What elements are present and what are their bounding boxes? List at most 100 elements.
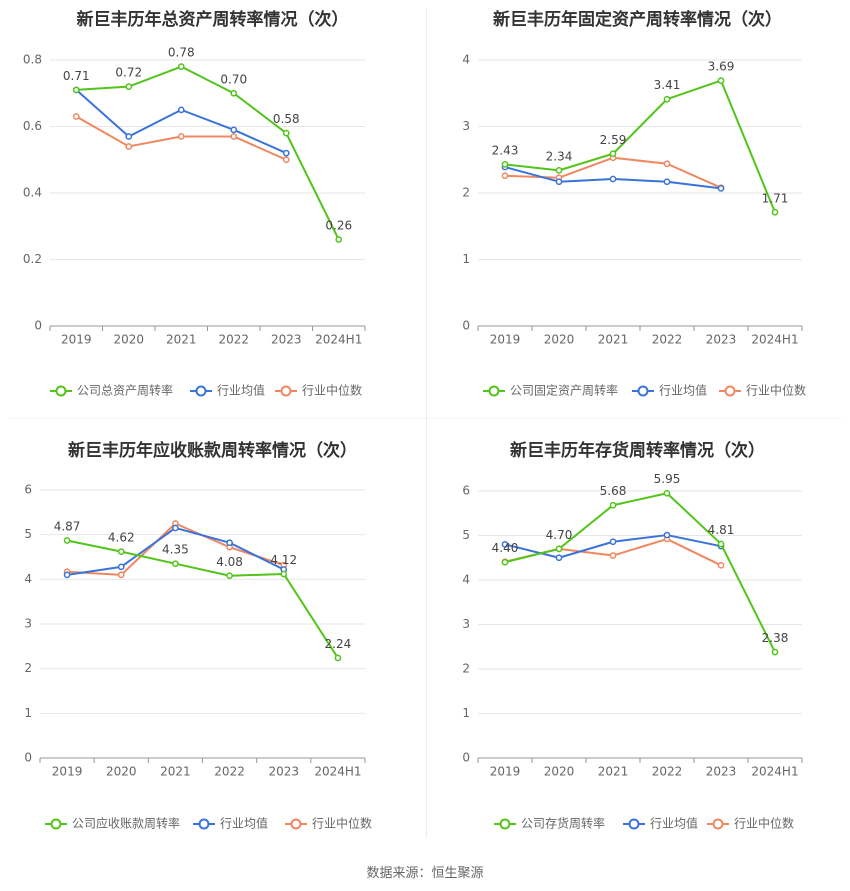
company-series-line xyxy=(504,492,776,653)
x-tick-label: 2023 xyxy=(268,765,299,779)
legend-marker xyxy=(628,818,640,830)
data-label: 2.34 xyxy=(546,149,573,163)
data-label: 4.62 xyxy=(108,531,135,545)
legend-item-company: 公司应收账款周转率 xyxy=(45,816,180,831)
y-tick-label: 5 xyxy=(24,527,32,541)
x-tick-label: 2019 xyxy=(490,765,521,779)
data-label: 2.38 xyxy=(762,631,789,645)
median-series-line xyxy=(504,156,722,189)
data-label: 3.69 xyxy=(708,60,735,74)
avg-data-point xyxy=(125,133,133,140)
avg-data-point xyxy=(177,106,185,114)
y-tick-label: 3 xyxy=(462,617,470,631)
x-tick-label: 2019 xyxy=(490,333,521,347)
legend-label: 公司应收账款周转率 xyxy=(72,816,180,831)
legend-label: 行业均值 xyxy=(650,816,698,831)
data-label: 3.41 xyxy=(654,78,681,92)
data-label: 4.87 xyxy=(54,519,81,533)
company-data-point xyxy=(280,570,288,578)
x-tick-label: 2024H1 xyxy=(751,765,798,779)
y-tick-label: 3 xyxy=(24,617,32,631)
data-label: 1.71 xyxy=(762,191,789,205)
legend-label: 行业中位数 xyxy=(312,816,372,831)
company-data-point xyxy=(771,648,779,656)
legend-label: 行业均值 xyxy=(220,816,268,831)
legend-marker xyxy=(488,385,500,397)
y-tick-label: 4 xyxy=(462,573,470,587)
median-data-point xyxy=(501,172,509,180)
data-label: 5.95 xyxy=(654,472,681,486)
company-data-point xyxy=(230,89,238,97)
x-tick-label: 2024H1 xyxy=(314,765,361,779)
x-tick-label: 2020 xyxy=(113,333,144,347)
x-tick-label: 2021 xyxy=(598,765,629,779)
legend-label: 公司存货周转率 xyxy=(521,816,605,831)
legend-item-median: 行业中位数 xyxy=(719,383,806,398)
inventory-turnover-chart: 新巨丰历年存货周转率情况（次） 0 1 2 3 4 5 6 2019 2020 2021 2022 20… xyxy=(462,440,803,831)
x-tick-label: 2022 xyxy=(214,765,245,779)
company-data-point xyxy=(72,86,80,94)
y-tick-label: 1 xyxy=(462,706,470,720)
legend-item-company: 公司固定资产周转率 xyxy=(483,383,618,398)
legend-item-avg: 行业均值 xyxy=(193,816,268,831)
chart-title: 新巨丰历年总资产周转率情况（次） xyxy=(77,9,349,30)
legend-label: 行业中位数 xyxy=(746,383,806,398)
legend-item-median: 行业中位数 xyxy=(275,383,362,398)
legend-marker xyxy=(280,385,292,397)
chart-title: 新巨丰历年固定资产周转率情况（次） xyxy=(493,9,782,30)
y-tick-label: 2 xyxy=(462,662,470,676)
quadrant-divider-vertical xyxy=(426,8,427,838)
avg-data-point xyxy=(172,524,179,532)
avg-data-point xyxy=(282,149,290,157)
y-tick-label: 2 xyxy=(462,186,470,200)
company-data-point xyxy=(117,548,125,555)
data-label: 2.59 xyxy=(600,133,627,147)
y-tick-label: 0 xyxy=(34,319,42,333)
data-label: 4.70 xyxy=(546,528,573,542)
data-label: 4.35 xyxy=(162,543,189,557)
y-tick-label: 3 xyxy=(462,119,470,133)
data-source-note: 数据来源：恒生聚源 xyxy=(366,866,484,881)
y-tick-label: 1 xyxy=(462,252,470,266)
company-data-point xyxy=(335,236,343,243)
data-label: 0.71 xyxy=(63,69,90,83)
company-data-point xyxy=(771,208,779,216)
legend-label: 公司总资产周转率 xyxy=(77,383,173,398)
company-series-line xyxy=(76,65,340,240)
company-data-point xyxy=(501,558,509,566)
company-data-point xyxy=(663,489,671,497)
x-tick-label: 2023 xyxy=(706,333,737,347)
avg-series-line xyxy=(75,89,287,155)
quadrant-divider-horizontal xyxy=(8,418,842,419)
company-data-point xyxy=(663,95,671,103)
company-series-line xyxy=(504,79,776,213)
company-data-point xyxy=(555,545,563,553)
legend-marker xyxy=(198,818,210,830)
legend-item-median: 行业中位数 xyxy=(707,816,794,831)
legend-label: 行业中位数 xyxy=(302,383,362,398)
x-tick-label: 2023 xyxy=(706,765,737,779)
chart-title: 新巨丰历年存货周转率情况（次） xyxy=(510,440,765,461)
legend-marker xyxy=(55,385,67,397)
data-label: 0.72 xyxy=(115,66,142,80)
company-data-point xyxy=(334,654,342,662)
legend-item-company: 公司存货周转率 xyxy=(494,816,605,831)
x-tick-label: 2020 xyxy=(544,765,575,779)
y-tick-label: 0.2 xyxy=(23,252,42,266)
data-label: 4.40 xyxy=(492,541,519,555)
company-data-point xyxy=(609,150,617,158)
x-tick-label: 2021 xyxy=(166,333,197,347)
company-data-point xyxy=(125,83,133,90)
y-tick-label: 0 xyxy=(24,751,32,765)
legend-item-company: 公司总资产周转率 xyxy=(50,383,173,398)
y-tick-label: 4 xyxy=(462,53,470,67)
y-tick-label: 0.8 xyxy=(23,53,42,67)
company-data-point xyxy=(717,540,725,548)
x-tick-label: 2019 xyxy=(61,333,92,347)
legend-label: 行业均值 xyxy=(217,383,265,398)
x-tick-label: 2021 xyxy=(160,765,191,779)
legend-item-avg: 行业均值 xyxy=(190,383,265,398)
avg-data-point xyxy=(501,541,509,548)
legend-marker xyxy=(637,385,649,397)
data-label: 0.78 xyxy=(168,46,195,60)
